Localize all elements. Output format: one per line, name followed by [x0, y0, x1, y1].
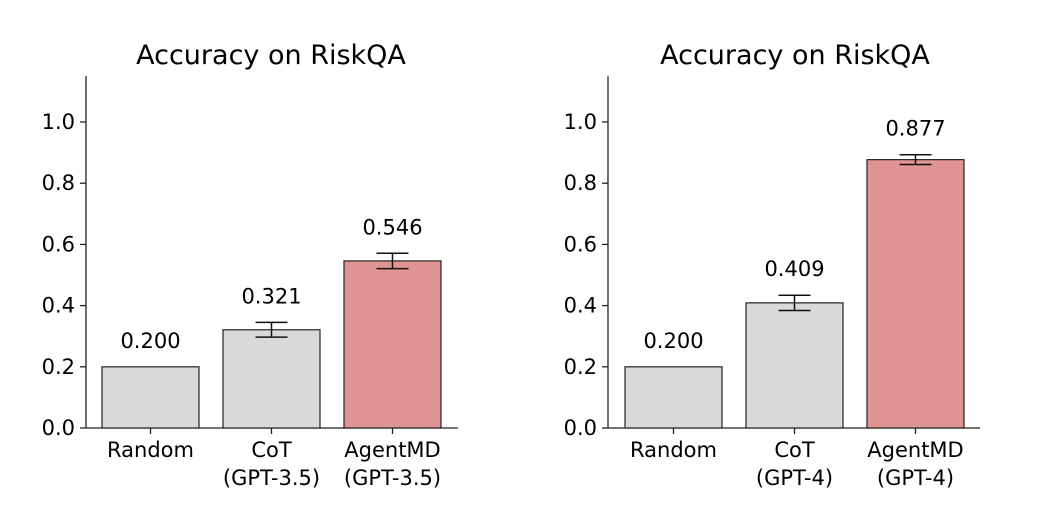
x-tick-label: Random: [630, 438, 717, 462]
x-tick-label: CoT: [774, 438, 815, 462]
x-tick-label: AgentMD: [344, 438, 440, 462]
bar: [624, 366, 723, 429]
x-tick-label: Random: [107, 438, 194, 462]
data-label: 0.200: [120, 329, 180, 353]
y-tick-label: 1.0: [564, 110, 597, 134]
x-tick-label: AgentMD: [867, 438, 963, 462]
y-tick-label: 0.8: [42, 171, 75, 195]
chart-panel-2: Accuracy on RiskQA 0.0 0.2 0.4 0.6 0.8 1.0 0.20…: [564, 40, 980, 490]
data-label: 0.321: [241, 284, 301, 308]
data-label: 0.200: [643, 329, 703, 353]
y-tick-label: 0.2: [42, 355, 75, 379]
y-tick-label: 1.0: [42, 110, 75, 134]
x-tick-label: (GPT-3.5): [344, 466, 441, 490]
data-label: 0.546: [362, 215, 422, 239]
y-tick-label: 0.6: [42, 232, 75, 256]
y-tick-label: 0.2: [564, 355, 597, 379]
bar: [745, 302, 844, 429]
y-tick-label: 0.0: [564, 416, 597, 440]
x-tick-label: (GPT-4): [756, 466, 833, 490]
x-tick-label: CoT: [251, 438, 292, 462]
chart-title: Accuracy on RiskQA: [136, 40, 406, 71]
bar: [866, 159, 965, 429]
y-tick-label: 0.4: [42, 294, 75, 318]
bar: [101, 366, 200, 429]
chart-panel-1: Accuracy on RiskQA 0.0 0.2 0.4 0.6 0.8 1.0 0.20…: [42, 40, 458, 490]
bar: [343, 260, 442, 429]
bar: [222, 329, 321, 429]
x-tick-label: (GPT-3.5): [223, 466, 320, 490]
y-tick-label: 0.0: [42, 416, 75, 440]
x-tick-label: (GPT-4): [877, 466, 954, 490]
data-label: 0.409: [764, 257, 824, 281]
y-tick-label: 0.4: [564, 294, 597, 318]
chart-title: Accuracy on RiskQA: [660, 40, 930, 71]
y-tick-label: 0.6: [564, 232, 597, 256]
y-tick-label: 0.8: [564, 171, 597, 195]
data-label: 0.877: [885, 117, 945, 141]
